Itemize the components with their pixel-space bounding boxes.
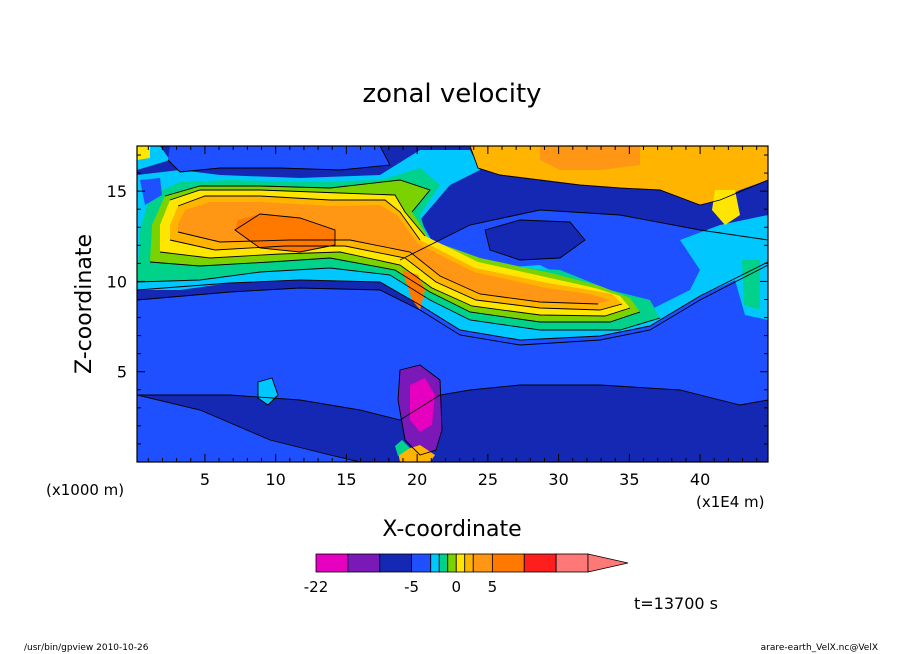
colorbar-tick-labels: -22 -5 0 5 bbox=[304, 578, 497, 596]
colorbar-segment bbox=[455, 553, 466, 573]
colorbar-segment bbox=[379, 553, 413, 573]
colorbar-segment bbox=[347, 553, 381, 573]
x-tick-label: 20 bbox=[407, 470, 427, 489]
colorbar-segment bbox=[430, 553, 440, 573]
contour-upper-right-warm bbox=[540, 146, 640, 170]
x-tick-label: 15 bbox=[336, 470, 356, 489]
contour-peak-left bbox=[235, 214, 335, 252]
x-tick-label: 5 bbox=[200, 470, 210, 489]
colorbar-segment bbox=[555, 553, 589, 573]
x-axis-tick-labels: 5 10 15 20 25 30 35 40 bbox=[200, 470, 710, 489]
y-tick-label: 10 bbox=[107, 272, 127, 291]
contour-bottom-green bbox=[395, 440, 410, 456]
y-axis-scale-note: (x1000 m) bbox=[46, 481, 124, 499]
chart-title: zonal velocity bbox=[362, 79, 541, 109]
contour-plot-area bbox=[137, 146, 768, 462]
y-tick-label: 15 bbox=[107, 182, 127, 201]
x-tick-label: 25 bbox=[478, 470, 498, 489]
contour-upper-left-blue bbox=[168, 146, 390, 172]
contour-yellow-blob-right bbox=[712, 190, 740, 225]
colorbar bbox=[315, 553, 629, 573]
y-axis-tick-labels: 5 10 15 bbox=[107, 182, 127, 382]
x-tick-label: 40 bbox=[690, 470, 710, 489]
contour-lines bbox=[137, 146, 768, 462]
colorbar-segment bbox=[464, 553, 474, 573]
colorbar-segment bbox=[472, 553, 493, 573]
y-axis-label: Z-coordinate bbox=[72, 234, 97, 374]
x-tick-label: 10 bbox=[265, 470, 285, 489]
x-tick-label: 35 bbox=[619, 470, 639, 489]
y-axis-ticks bbox=[137, 154, 768, 445]
contour-left-lobe bbox=[140, 178, 162, 205]
colorbar-segment bbox=[315, 553, 349, 573]
colorbar-segment bbox=[523, 553, 557, 573]
colorbar-segment bbox=[438, 553, 449, 573]
colorbar-tick-label: 0 bbox=[451, 578, 461, 596]
colorbar-tick-label: -5 bbox=[404, 578, 419, 596]
y-tick-label: 5 bbox=[117, 363, 127, 382]
x-axis-ticks bbox=[147, 146, 758, 462]
footer-left: /usr/bin/gpview 2010-10-26 bbox=[24, 643, 149, 653]
contour-negative-magenta bbox=[410, 378, 435, 432]
contour-yellow-top-left bbox=[137, 146, 150, 160]
colorbar-segment bbox=[491, 553, 525, 573]
colorbar-segment bbox=[447, 553, 457, 573]
colorbar-tick-label: -22 bbox=[304, 578, 329, 596]
colorbar-tick-label: 5 bbox=[488, 578, 498, 596]
plot-frame bbox=[136, 145, 769, 463]
footer-right: arare-earth_VelX.nc@VelX bbox=[761, 643, 878, 653]
x-axis-scale-note: (x1E4 m) bbox=[696, 493, 765, 511]
colorbar-extension bbox=[587, 553, 629, 573]
contour-blue-band bbox=[137, 265, 768, 462]
x-tick-label: 30 bbox=[548, 470, 568, 489]
colorbar-segment bbox=[411, 553, 432, 573]
contour-dark-blue-core bbox=[485, 220, 585, 260]
x-axis-label: X-coordinate bbox=[382, 517, 521, 542]
time-annotation: t=13700 s bbox=[634, 594, 718, 613]
